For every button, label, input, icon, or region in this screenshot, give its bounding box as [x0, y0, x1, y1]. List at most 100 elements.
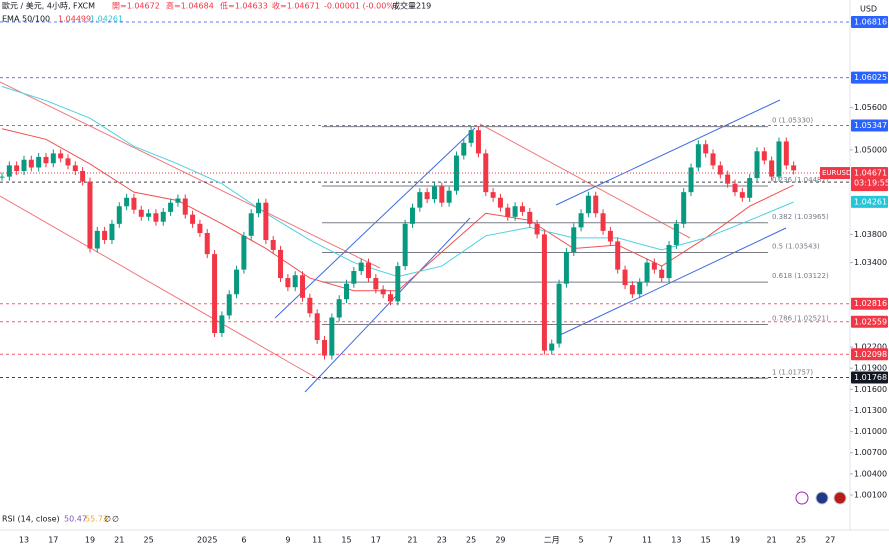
candle-body — [72, 165, 78, 172]
x-tick-label: 25 — [144, 536, 154, 545]
symbol-tag-bg — [820, 167, 850, 180]
candle-body — [629, 285, 635, 295]
candle-body — [710, 153, 716, 166]
rsi-label[interactable]: RSI (14, close) — [2, 515, 60, 524]
y-tick-label: 1.00700 — [854, 448, 887, 457]
x-tick-label: 21 — [407, 536, 417, 545]
candle-body — [732, 183, 738, 193]
indicator-label[interactable]: EMA 50/100 — [2, 15, 50, 24]
candle-body — [116, 206, 122, 224]
candle-body — [519, 206, 525, 212]
trend-line — [0, 81, 381, 269]
price-box-label: 1.02816 — [854, 299, 887, 308]
candle-body — [395, 266, 401, 302]
x-tick-label: 27 — [825, 536, 835, 545]
candle-body — [380, 289, 386, 295]
candle-body — [292, 275, 298, 288]
x-tick-label: 25 — [796, 536, 806, 545]
trend-line — [479, 123, 691, 239]
y-tick-label: 1.02200 — [854, 343, 887, 352]
candle-body — [168, 202, 174, 212]
candle-body — [600, 213, 606, 231]
candle-body — [0, 176, 5, 178]
candle-body — [314, 313, 320, 341]
rsi-value: 55.73 — [85, 515, 108, 524]
candle-body — [747, 178, 753, 198]
volume: 成交量219 — [392, 1, 431, 11]
candle-body — [256, 202, 262, 214]
icon[interactable] — [815, 491, 829, 505]
trend-line — [559, 227, 787, 336]
price-box-label: 1.02098 — [854, 350, 887, 359]
fib-label: 0.236 (1.04487) — [772, 176, 829, 184]
fib-label: 0.5 (1.03543) — [772, 242, 820, 250]
candle-body — [160, 211, 166, 222]
candle-body — [138, 209, 144, 217]
candle-body — [439, 186, 445, 203]
fib-label: 0.382 (1.03965) — [772, 213, 829, 221]
candle-body — [556, 283, 562, 344]
candle-body — [131, 197, 137, 210]
candle-body — [36, 156, 42, 168]
x-tick-label: 21 — [114, 536, 124, 545]
y-tick-label: 1.05600 — [854, 103, 887, 112]
symbol: 歐元 / 美元, 4小時, FXCM — [2, 1, 95, 11]
x-tick-label: 2025 — [197, 536, 217, 545]
candle-body — [571, 227, 577, 253]
candle-body — [783, 141, 789, 166]
y-tick-label: 1.05000 — [854, 145, 887, 154]
candle-body — [6, 165, 12, 177]
candle-body — [241, 235, 247, 270]
x-tick-label: 15 — [701, 536, 711, 545]
trend-line — [304, 217, 471, 393]
x-tick-label: 19 — [85, 536, 95, 545]
candle-body — [28, 159, 34, 168]
x-tick-label: 15 — [341, 536, 351, 545]
x-tick-label: 21 — [767, 536, 777, 545]
price-box — [851, 348, 888, 361]
close: 收=1.04671 — [272, 1, 320, 11]
candle-body — [212, 254, 218, 334]
candle-body — [307, 297, 313, 314]
candle-body — [593, 195, 599, 214]
icon[interactable] — [833, 491, 847, 505]
candle-body — [80, 171, 86, 182]
candle-body — [761, 151, 767, 161]
rsi-value: ∅ — [112, 515, 119, 524]
candle-body — [285, 278, 291, 288]
candle-body — [146, 213, 152, 217]
candle-body — [14, 165, 20, 172]
toolbar-icons — [795, 491, 847, 505]
candle-body — [505, 207, 511, 217]
candle-body — [424, 192, 430, 200]
x-tick-label: 二月 — [544, 536, 560, 545]
candle-body — [234, 269, 240, 295]
candle-body — [226, 294, 232, 316]
price-box — [851, 15, 888, 28]
fib-label: 0 (1.05330) — [772, 117, 813, 125]
candle-body — [512, 206, 518, 217]
candle-body — [615, 241, 621, 270]
currency: USD — [860, 5, 877, 14]
price-box — [851, 195, 888, 208]
candle-body — [527, 211, 533, 224]
price-box — [851, 297, 888, 310]
icon[interactable] — [795, 491, 809, 505]
low: 低=1.04633 — [220, 1, 268, 11]
price-box — [851, 315, 888, 328]
rsi-value: ∅ — [104, 515, 111, 524]
open: 開=1.04672 — [112, 2, 160, 11]
price-box-label: 1.05347 — [854, 121, 887, 130]
x-tick-label: 29 — [495, 536, 505, 545]
candle-body — [336, 299, 342, 318]
candle-body — [409, 207, 415, 224]
price-box-label: 1.02559 — [854, 317, 887, 326]
x-tick-label: 9 — [285, 536, 290, 545]
candle-body — [607, 230, 613, 242]
candle-body — [153, 213, 159, 222]
symbol-tag: EURUSD — [822, 169, 851, 177]
candle-body — [197, 223, 203, 233]
candle-body — [248, 213, 254, 236]
candle-body — [681, 192, 687, 224]
